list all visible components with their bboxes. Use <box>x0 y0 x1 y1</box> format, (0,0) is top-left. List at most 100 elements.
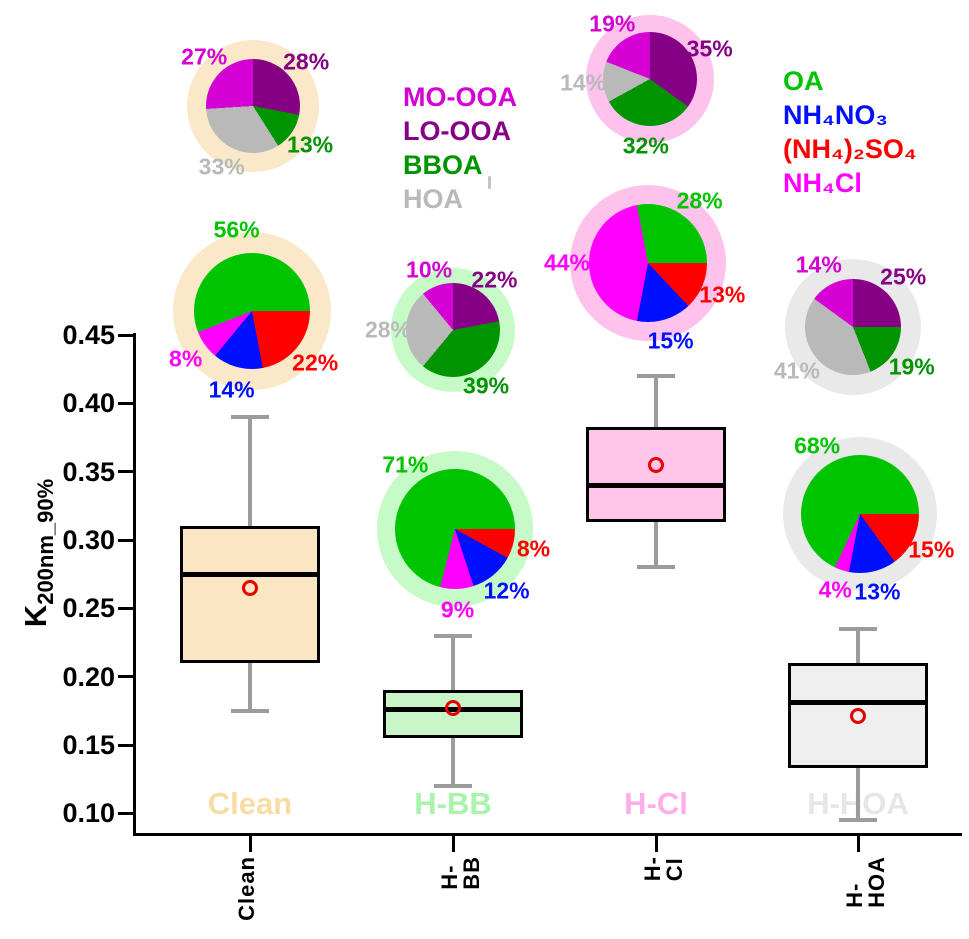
pct-label-clean-sp-NH42SO4: 22% <box>292 349 339 376</box>
pct-label-clean-oa-MO-OOA: 27% <box>181 43 228 70</box>
y-tick-label: 0.15 <box>62 730 115 760</box>
whisker-stem-bottom <box>654 522 658 568</box>
pct-label-hcl-oa-MO-OOA: 19% <box>589 10 636 37</box>
category-watermark-hbb: H-BB <box>414 786 492 821</box>
whisker-stem-top <box>654 376 658 427</box>
whisker-cap-bottom <box>231 708 269 713</box>
pct-label-hhoa-sp-NH4Cl: 4% <box>818 576 852 603</box>
pct-label-hhoa-oa-MO-OOA: 14% <box>795 251 842 278</box>
whisker-stem-top <box>248 417 252 527</box>
y-tick-mark <box>118 811 133 815</box>
whisker-stem-top <box>451 635 455 691</box>
pie-hhoa-sp <box>801 455 919 573</box>
pie-clean-oa <box>206 59 300 153</box>
stray-mark <box>488 176 491 189</box>
whisker-stem-bottom <box>856 768 860 821</box>
whisker-cap-top <box>231 415 269 419</box>
mean-marker-hcl <box>648 456 664 473</box>
pie-clean-sp <box>194 253 310 369</box>
mean-marker-hhoa <box>850 708 866 725</box>
whisker-cap-top <box>839 626 877 631</box>
pie-hcl-oa <box>603 32 697 126</box>
y-tick-mark <box>118 401 133 405</box>
pie-hbb-oa <box>406 283 500 377</box>
pct-label-clean-oa-BBOA: 13% <box>287 131 334 158</box>
pct-label-hbb-sp-NH42SO4: 8% <box>516 535 551 562</box>
pct-label-clean-oa-LO-OOA: 28% <box>283 48 330 75</box>
pct-label-hcl-sp-NH4Cl: 44% <box>543 249 591 276</box>
y-tick-mark <box>118 606 133 610</box>
pct-label-hhoa-oa-HOA: 41% <box>773 357 820 384</box>
pct-label-hcl-sp-NH4NO3: 15% <box>647 327 694 354</box>
whisker-cap-bottom <box>637 565 675 570</box>
box-hbb <box>383 690 523 739</box>
legend-item-NH₄Cl: NH₄Cl <box>783 168 862 198</box>
y-tick-mark <box>118 470 133 474</box>
pie-hbb-sp <box>395 469 515 589</box>
x-tick-mark <box>654 836 658 852</box>
median-line-hhoa <box>788 700 928 706</box>
whisker-stem-bottom <box>248 663 252 711</box>
legend-item-HOA: HOA <box>403 184 463 214</box>
x-tick-label-hbb: H-BB <box>437 856 484 890</box>
pct-label-hcl-sp-NH42SO4: 13% <box>699 281 746 308</box>
x-tick-mark <box>248 836 252 852</box>
pct-label-hhoa-sp-NH4NO3: 13% <box>854 578 901 605</box>
x-tick-mark <box>856 836 860 852</box>
pct-label-hbb-oa-BBOA: 39% <box>463 372 510 399</box>
category-watermark-hcl: H-Cl <box>624 786 688 821</box>
pct-label-clean-sp-NH4Cl: 8% <box>169 345 203 372</box>
pct-label-hbb-sp-OA: 71% <box>382 451 429 478</box>
pct-label-hbb-oa-HOA: 28% <box>364 316 412 343</box>
pct-label-hcl-oa-HOA: 14% <box>560 69 607 96</box>
median-line-hcl <box>586 482 726 488</box>
whisker-stem-bottom <box>451 738 455 786</box>
pct-label-clean-sp-OA: 56% <box>213 216 260 243</box>
pct-label-hcl-oa-BBOA: 32% <box>622 132 669 159</box>
category-watermark-clean: Clean <box>207 786 293 821</box>
pct-label-hhoa-oa-BBOA: 19% <box>888 353 935 380</box>
median-line-clean <box>180 571 320 577</box>
pct-label-hhoa-sp-NH42SO4: 15% <box>908 536 955 563</box>
pct-label-hbb-oa-MO-OOA: 10% <box>406 256 453 283</box>
pct-label-hbb-sp-NH4NO3: 12% <box>483 577 530 604</box>
whisker-stem-top <box>856 628 860 663</box>
pct-label-hcl-sp-OA: 28% <box>676 187 723 214</box>
mean-marker-clean <box>242 579 258 596</box>
y-tick-label: 0.30 <box>62 525 115 555</box>
y-tick-mark <box>118 743 133 747</box>
y-tick-mark <box>118 675 133 679</box>
pct-label-hhoa-sp-OA: 68% <box>794 432 841 459</box>
pie-hcl-sp <box>589 204 707 322</box>
y-tick-label: 0.10 <box>62 798 115 829</box>
x-axis-line <box>133 833 962 836</box>
y-tick-mark <box>118 333 133 337</box>
legend-species: OA NH₄NO₃ (NH₄)₂SO₄ NH₄Cl <box>783 64 917 200</box>
mean-marker-hbb <box>445 700 461 717</box>
x-tick-label-hhoa: H-HOA <box>842 856 889 908</box>
x-tick-mark <box>451 836 455 852</box>
legend-item-NH₄NO₃: NH₄NO₃ <box>783 100 888 130</box>
legend-item-OA: OA <box>783 66 824 96</box>
pct-label-clean-sp-NH4NO3: 14% <box>208 376 255 403</box>
pct-label-hbb-sp-NH4Cl: 9% <box>440 596 475 623</box>
y-tick-label: 0.20 <box>62 661 115 692</box>
y-axis-line <box>133 333 136 836</box>
x-tick-label-clean: Clean <box>234 856 259 921</box>
legend-item-MO-OOA: MO-OOA <box>403 82 517 112</box>
pct-label-hhoa-oa-LO-OOA: 25% <box>880 263 927 290</box>
legend-oa-factors: MO-OOA LO-OOA BBOA HOA <box>403 80 517 216</box>
pct-label-clean-oa-HOA: 33% <box>198 153 245 180</box>
legend-item-LO-OOA: LO-OOA <box>403 116 511 146</box>
y-tick-label: 0.25 <box>62 593 115 624</box>
box-hcl <box>586 426 726 523</box>
whisker-cap-bottom <box>434 784 472 788</box>
pct-label-hbb-oa-LO-OOA: 22% <box>471 266 518 293</box>
whisker-cap-top <box>434 633 472 638</box>
x-tick-label-hcl: H-Cl <box>640 856 687 882</box>
whisker-cap-top <box>637 374 675 378</box>
y-tick-mark <box>118 538 133 542</box>
pct-label-hcl-oa-LO-OOA: 35% <box>686 35 733 62</box>
pie-hhoa-oa <box>805 279 901 375</box>
